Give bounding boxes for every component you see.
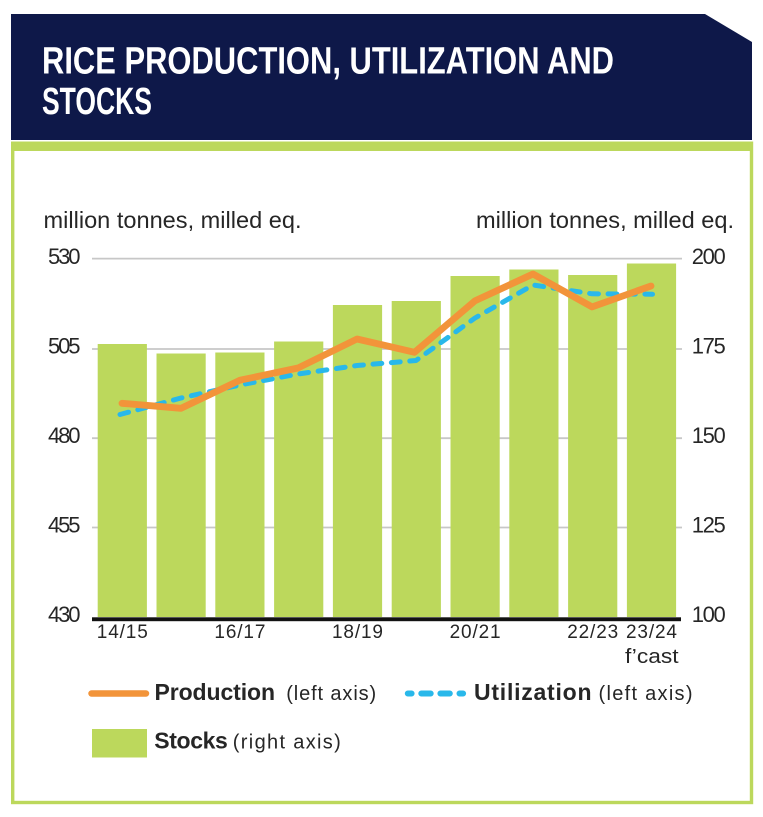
svg-text:175: 175 (692, 333, 726, 358)
svg-text:(left axis): (left axis) (599, 683, 693, 705)
svg-text:100: 100 (692, 602, 726, 627)
svg-text:200: 200 (692, 244, 726, 269)
svg-text:530: 530 (48, 244, 81, 269)
svg-text:million tonnes, milled eq.: million tonnes, milled eq. (44, 207, 302, 233)
svg-text:150: 150 (692, 423, 726, 448)
svg-text:(left axis): (left axis) (286, 683, 376, 705)
svg-text:455: 455 (48, 512, 81, 537)
svg-text:20/21: 20/21 (450, 622, 501, 643)
svg-text:STOCKS: STOCKS (42, 81, 152, 123)
svg-text:Utilization: Utilization (474, 679, 592, 705)
svg-text:430: 430 (48, 602, 81, 627)
svg-text:505: 505 (48, 333, 81, 358)
svg-text:16/17: 16/17 (214, 622, 265, 643)
svg-text:million tonnes, milled eq.: million tonnes, milled eq. (476, 207, 734, 233)
svg-text:22/23: 22/23 (567, 622, 618, 643)
svg-text:RICE PRODUCTION, UTILIZATION A: RICE PRODUCTION, UTILIZATION AND (42, 41, 614, 83)
svg-text:Production: Production (155, 679, 276, 705)
svg-text:Stocks: Stocks (154, 728, 228, 754)
svg-text:18/19: 18/19 (332, 622, 383, 643)
svg-text:(right axis): (right axis) (233, 732, 341, 754)
svg-text:14/15: 14/15 (97, 622, 148, 643)
svg-text:125: 125 (692, 512, 726, 537)
svg-text:f’cast: f’cast (625, 646, 679, 668)
svg-text:23/24: 23/24 (626, 622, 677, 643)
svg-text:480: 480 (48, 423, 81, 448)
